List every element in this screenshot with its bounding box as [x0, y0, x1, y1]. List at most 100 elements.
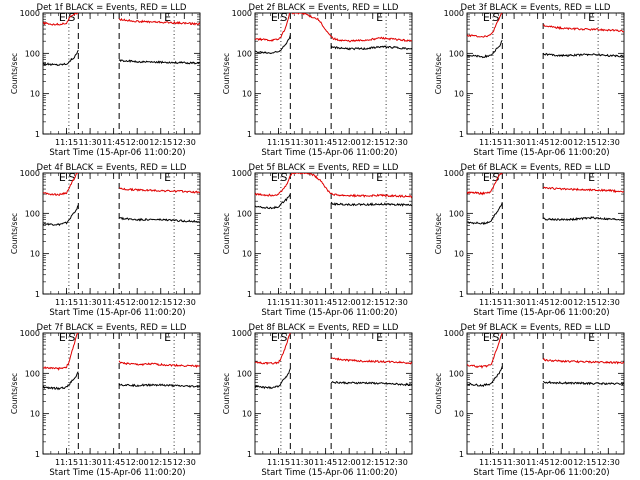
event-marker-label: E: [59, 171, 66, 184]
chart-title: Det 7f BLACK = Events, RED = LLD: [37, 323, 187, 333]
event-marker-label: S: [280, 11, 287, 24]
event-marker-label: E: [588, 171, 595, 184]
x-tick-label: 12:00: [126, 298, 149, 307]
series-line: [118, 360, 200, 369]
x-tick-label: 12:15: [361, 298, 384, 307]
chart-title: Det 4f BLACK = Events, RED = LLD: [37, 163, 187, 173]
x-tick-label: 12:30: [173, 138, 196, 147]
chart-title: Det 1f BLACK = Events, RED = LLD: [37, 3, 187, 13]
chart-title: Det 5f BLACK = Events, RED = LLD: [249, 163, 399, 173]
event-marker-label: E: [483, 331, 490, 344]
y-tick-label: 1: [247, 450, 252, 459]
series-line: [467, 39, 503, 59]
x-tick-label: 12:30: [173, 458, 196, 467]
y-axis-label: Counts/sec: [434, 213, 443, 254]
x-tick-label: 12:00: [126, 458, 149, 467]
y-tick-label: 100: [237, 369, 252, 378]
y-tick-label: 1000: [444, 329, 464, 338]
data-traces: [255, 13, 412, 55]
y-tick-label: 1: [35, 450, 40, 459]
x-tick-label: 12:00: [550, 138, 573, 147]
x-tick-label: 11:45: [526, 138, 549, 147]
x-tick-label: 12:00: [338, 138, 361, 147]
x-tick-label: 11:15: [55, 298, 78, 307]
event-marker-label: E: [59, 11, 66, 24]
series-line: [118, 383, 200, 389]
event-marker-label: E: [59, 331, 66, 344]
y-tick-label: 1: [459, 130, 464, 139]
x-tick-label: 11:15: [479, 298, 502, 307]
event-marker-label: S: [492, 11, 499, 24]
y-tick-label: 1000: [444, 169, 464, 178]
y-axis-label: Counts/sec: [222, 53, 231, 94]
y-tick-label: 10: [30, 90, 40, 99]
series-line: [467, 333, 503, 369]
series-line: [330, 381, 412, 387]
x-tick-label: 12:30: [385, 458, 408, 467]
x-tick-label: 11:45: [526, 458, 549, 467]
event-marker-label: E: [376, 171, 383, 184]
x-tick-label: 12:30: [173, 298, 196, 307]
chart-title: Det 3f BLACK = Events, RED = LLD: [461, 3, 611, 13]
event-marker-label: E: [376, 331, 383, 344]
y-tick-label: 10: [30, 250, 40, 259]
plot-frame: [254, 172, 413, 295]
x-tick-label: 11:30: [291, 298, 314, 307]
x-tick-label: 12:00: [338, 298, 361, 307]
chart-panel-4: Det 4f BLACK = Events, RED = LLD 1 10 100 10…: [10, 163, 201, 318]
x-axis-label: Start Time (15-Apr-06 11:00:20): [473, 468, 609, 478]
event-marker-label: E: [588, 331, 595, 344]
series-line: [255, 35, 291, 55]
chart-panel-9: Det 9f BLACK = Events, RED = LLD 1 10 100 10…: [434, 323, 625, 478]
series-line: [118, 17, 200, 26]
event-marker-label: S: [68, 11, 75, 24]
event-marker-label: E: [483, 11, 490, 24]
y-tick-label: 1: [459, 290, 464, 299]
series-line: [255, 333, 291, 366]
x-tick-label: 11:15: [267, 138, 290, 147]
plot-frame: [466, 12, 625, 135]
x-tick-label: 11:30: [79, 138, 102, 147]
y-tick-label: 1000: [20, 169, 40, 178]
data-traces: [255, 333, 412, 390]
y-tick-label: 1: [247, 130, 252, 139]
x-axis-label: Start Time (15-Apr-06 11:00:20): [473, 308, 609, 318]
event-marker-label: E: [164, 11, 171, 24]
x-tick-label: 11:30: [291, 138, 314, 147]
x-tick-label: 11:45: [314, 138, 337, 147]
series-line: [43, 49, 79, 67]
series-line: [118, 187, 200, 194]
chart-panel-5: Det 5f BLACK = Events, RED = LLD 1 10 100 10…: [222, 163, 413, 318]
y-tick-label: 10: [30, 410, 40, 419]
x-tick-label: 11:30: [503, 298, 526, 307]
x-tick-label: 12:30: [597, 298, 620, 307]
x-tick-label: 12:30: [597, 138, 620, 147]
x-tick-label: 11:45: [102, 458, 125, 467]
y-axis-label: Counts/sec: [434, 53, 443, 94]
x-axis-label: Start Time (15-Apr-06 11:00:20): [49, 308, 185, 318]
x-tick-label: 11:45: [314, 298, 337, 307]
data-traces: [467, 13, 624, 59]
y-tick-label: 1000: [444, 9, 464, 18]
x-axis-label: Start Time (15-Apr-06 11:00:20): [261, 468, 397, 478]
chart-title: Det 2f BLACK = Events, RED = LLD: [249, 3, 399, 13]
plot-frame: [42, 332, 201, 455]
data-traces: [255, 173, 412, 210]
event-marker-label: E: [271, 171, 278, 184]
plot-frame: [466, 332, 625, 455]
event-marker-label: S: [280, 331, 287, 344]
x-tick-label: 11:45: [102, 298, 125, 307]
event-marker-label: E: [164, 331, 171, 344]
y-tick-label: 100: [25, 209, 40, 218]
x-tick-label: 12:00: [338, 458, 361, 467]
event-marker-label: E: [164, 171, 171, 184]
x-tick-label: 12:15: [361, 458, 384, 467]
x-tick-label: 12:00: [550, 458, 573, 467]
y-axis-label: Counts/sec: [222, 213, 231, 254]
series-line: [543, 186, 624, 193]
series-line: [542, 380, 624, 386]
y-axis-label: Counts/sec: [222, 373, 231, 414]
y-tick-label: 100: [25, 49, 40, 58]
series-line: [330, 201, 412, 207]
